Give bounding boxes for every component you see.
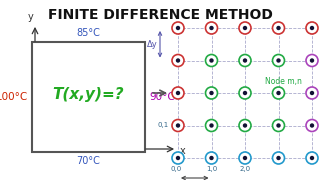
Text: 85°C: 85°C	[76, 28, 100, 38]
Circle shape	[205, 55, 218, 66]
Bar	[32, 42, 145, 152]
Circle shape	[176, 156, 180, 160]
Circle shape	[209, 123, 214, 128]
Text: 0,0: 0,0	[170, 166, 182, 172]
Circle shape	[239, 120, 251, 132]
Circle shape	[243, 156, 247, 160]
Circle shape	[243, 123, 247, 128]
Circle shape	[176, 58, 180, 63]
Circle shape	[209, 26, 214, 30]
Text: 70°C: 70°C	[76, 156, 100, 166]
Circle shape	[205, 87, 218, 99]
Text: FINITE DIFFERENCE METHOD: FINITE DIFFERENCE METHOD	[48, 8, 272, 22]
Text: 0,1: 0,1	[158, 122, 169, 127]
Circle shape	[276, 123, 281, 128]
Circle shape	[172, 120, 184, 132]
Text: 2,0: 2,0	[239, 166, 251, 172]
Circle shape	[306, 152, 318, 164]
Circle shape	[273, 152, 284, 164]
Circle shape	[276, 58, 281, 63]
Circle shape	[172, 55, 184, 66]
Circle shape	[310, 58, 314, 63]
Circle shape	[273, 55, 284, 66]
Circle shape	[306, 22, 318, 34]
Text: x: x	[180, 146, 186, 156]
Circle shape	[310, 26, 314, 30]
Circle shape	[306, 120, 318, 132]
Circle shape	[205, 22, 218, 34]
Circle shape	[276, 156, 281, 160]
Circle shape	[273, 120, 284, 132]
Circle shape	[176, 91, 180, 95]
Circle shape	[176, 123, 180, 128]
Circle shape	[310, 91, 314, 95]
Circle shape	[310, 123, 314, 128]
Circle shape	[239, 87, 251, 99]
Circle shape	[306, 55, 318, 66]
Circle shape	[276, 91, 281, 95]
Circle shape	[205, 152, 218, 164]
Circle shape	[209, 156, 214, 160]
Text: 1,0: 1,0	[206, 166, 217, 172]
Text: Node m,n: Node m,n	[265, 77, 302, 86]
Circle shape	[306, 87, 318, 99]
Text: Δy: Δy	[147, 40, 158, 49]
Circle shape	[310, 156, 314, 160]
Circle shape	[239, 22, 251, 34]
Circle shape	[276, 26, 281, 30]
Circle shape	[172, 22, 184, 34]
Text: 90°C: 90°C	[149, 92, 175, 102]
Circle shape	[243, 26, 247, 30]
Circle shape	[239, 152, 251, 164]
Circle shape	[243, 91, 247, 95]
Circle shape	[243, 58, 247, 63]
Circle shape	[172, 87, 184, 99]
Circle shape	[205, 120, 218, 132]
Circle shape	[273, 22, 284, 34]
Circle shape	[273, 87, 284, 99]
Text: T(x,y)=?: T(x,y)=?	[53, 87, 124, 102]
Text: 100°C: 100°C	[0, 92, 28, 102]
Circle shape	[209, 58, 214, 63]
Circle shape	[209, 91, 214, 95]
Circle shape	[172, 152, 184, 164]
Circle shape	[176, 26, 180, 30]
Circle shape	[239, 55, 251, 66]
Text: y: y	[28, 12, 34, 22]
